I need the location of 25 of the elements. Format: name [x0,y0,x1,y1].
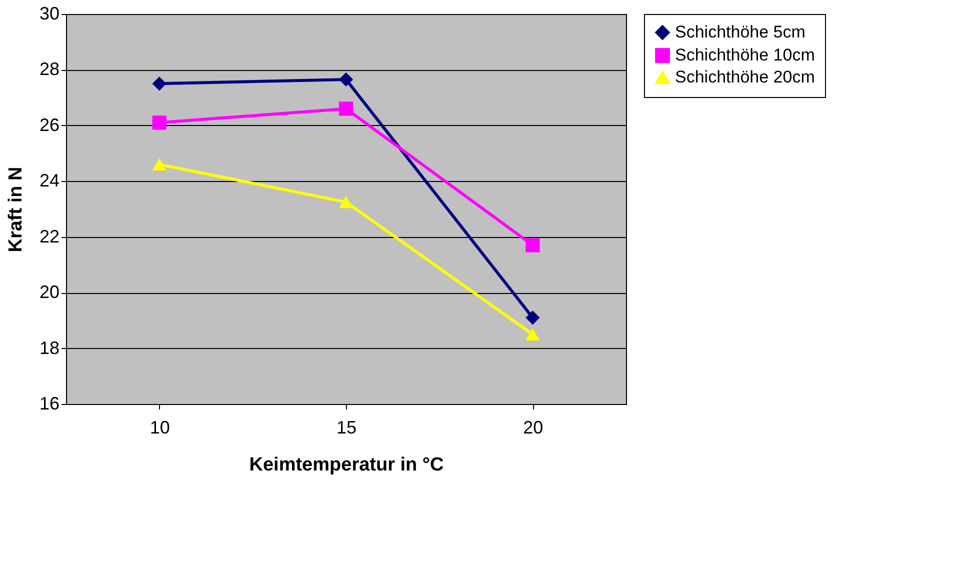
y-tick-label: 22 [39,226,60,246]
point [338,196,354,208]
point [152,116,166,130]
y-tick-label: 18 [39,338,60,358]
x-tick-label: 15 [336,418,357,438]
point [152,76,166,91]
point [526,238,540,252]
y-tick-label: 30 [39,4,60,24]
y-tick-label: 16 [39,394,60,414]
point [152,158,166,171]
y-tick-label: 20 [39,282,60,302]
legend-label: Schichthöhe 5cm [675,22,806,42]
x-axis-title: Keimtemperatur in °C [249,454,444,476]
x-tick-label: 10 [150,418,170,438]
x-tick-label: 20 [523,418,544,438]
point [338,72,354,87]
y-tick-label: 28 [39,59,60,80]
point [526,310,540,325]
y-axis-title: Kraft in N [5,166,26,252]
point [338,102,354,116]
legend-label: Schichthöhe 20cm [675,68,815,86]
point [526,328,540,340]
y-tick-label: 26 [39,114,60,135]
y-tick-label: 24 [39,170,60,191]
legend-label: Schichthöhe 10cm [675,46,815,64]
